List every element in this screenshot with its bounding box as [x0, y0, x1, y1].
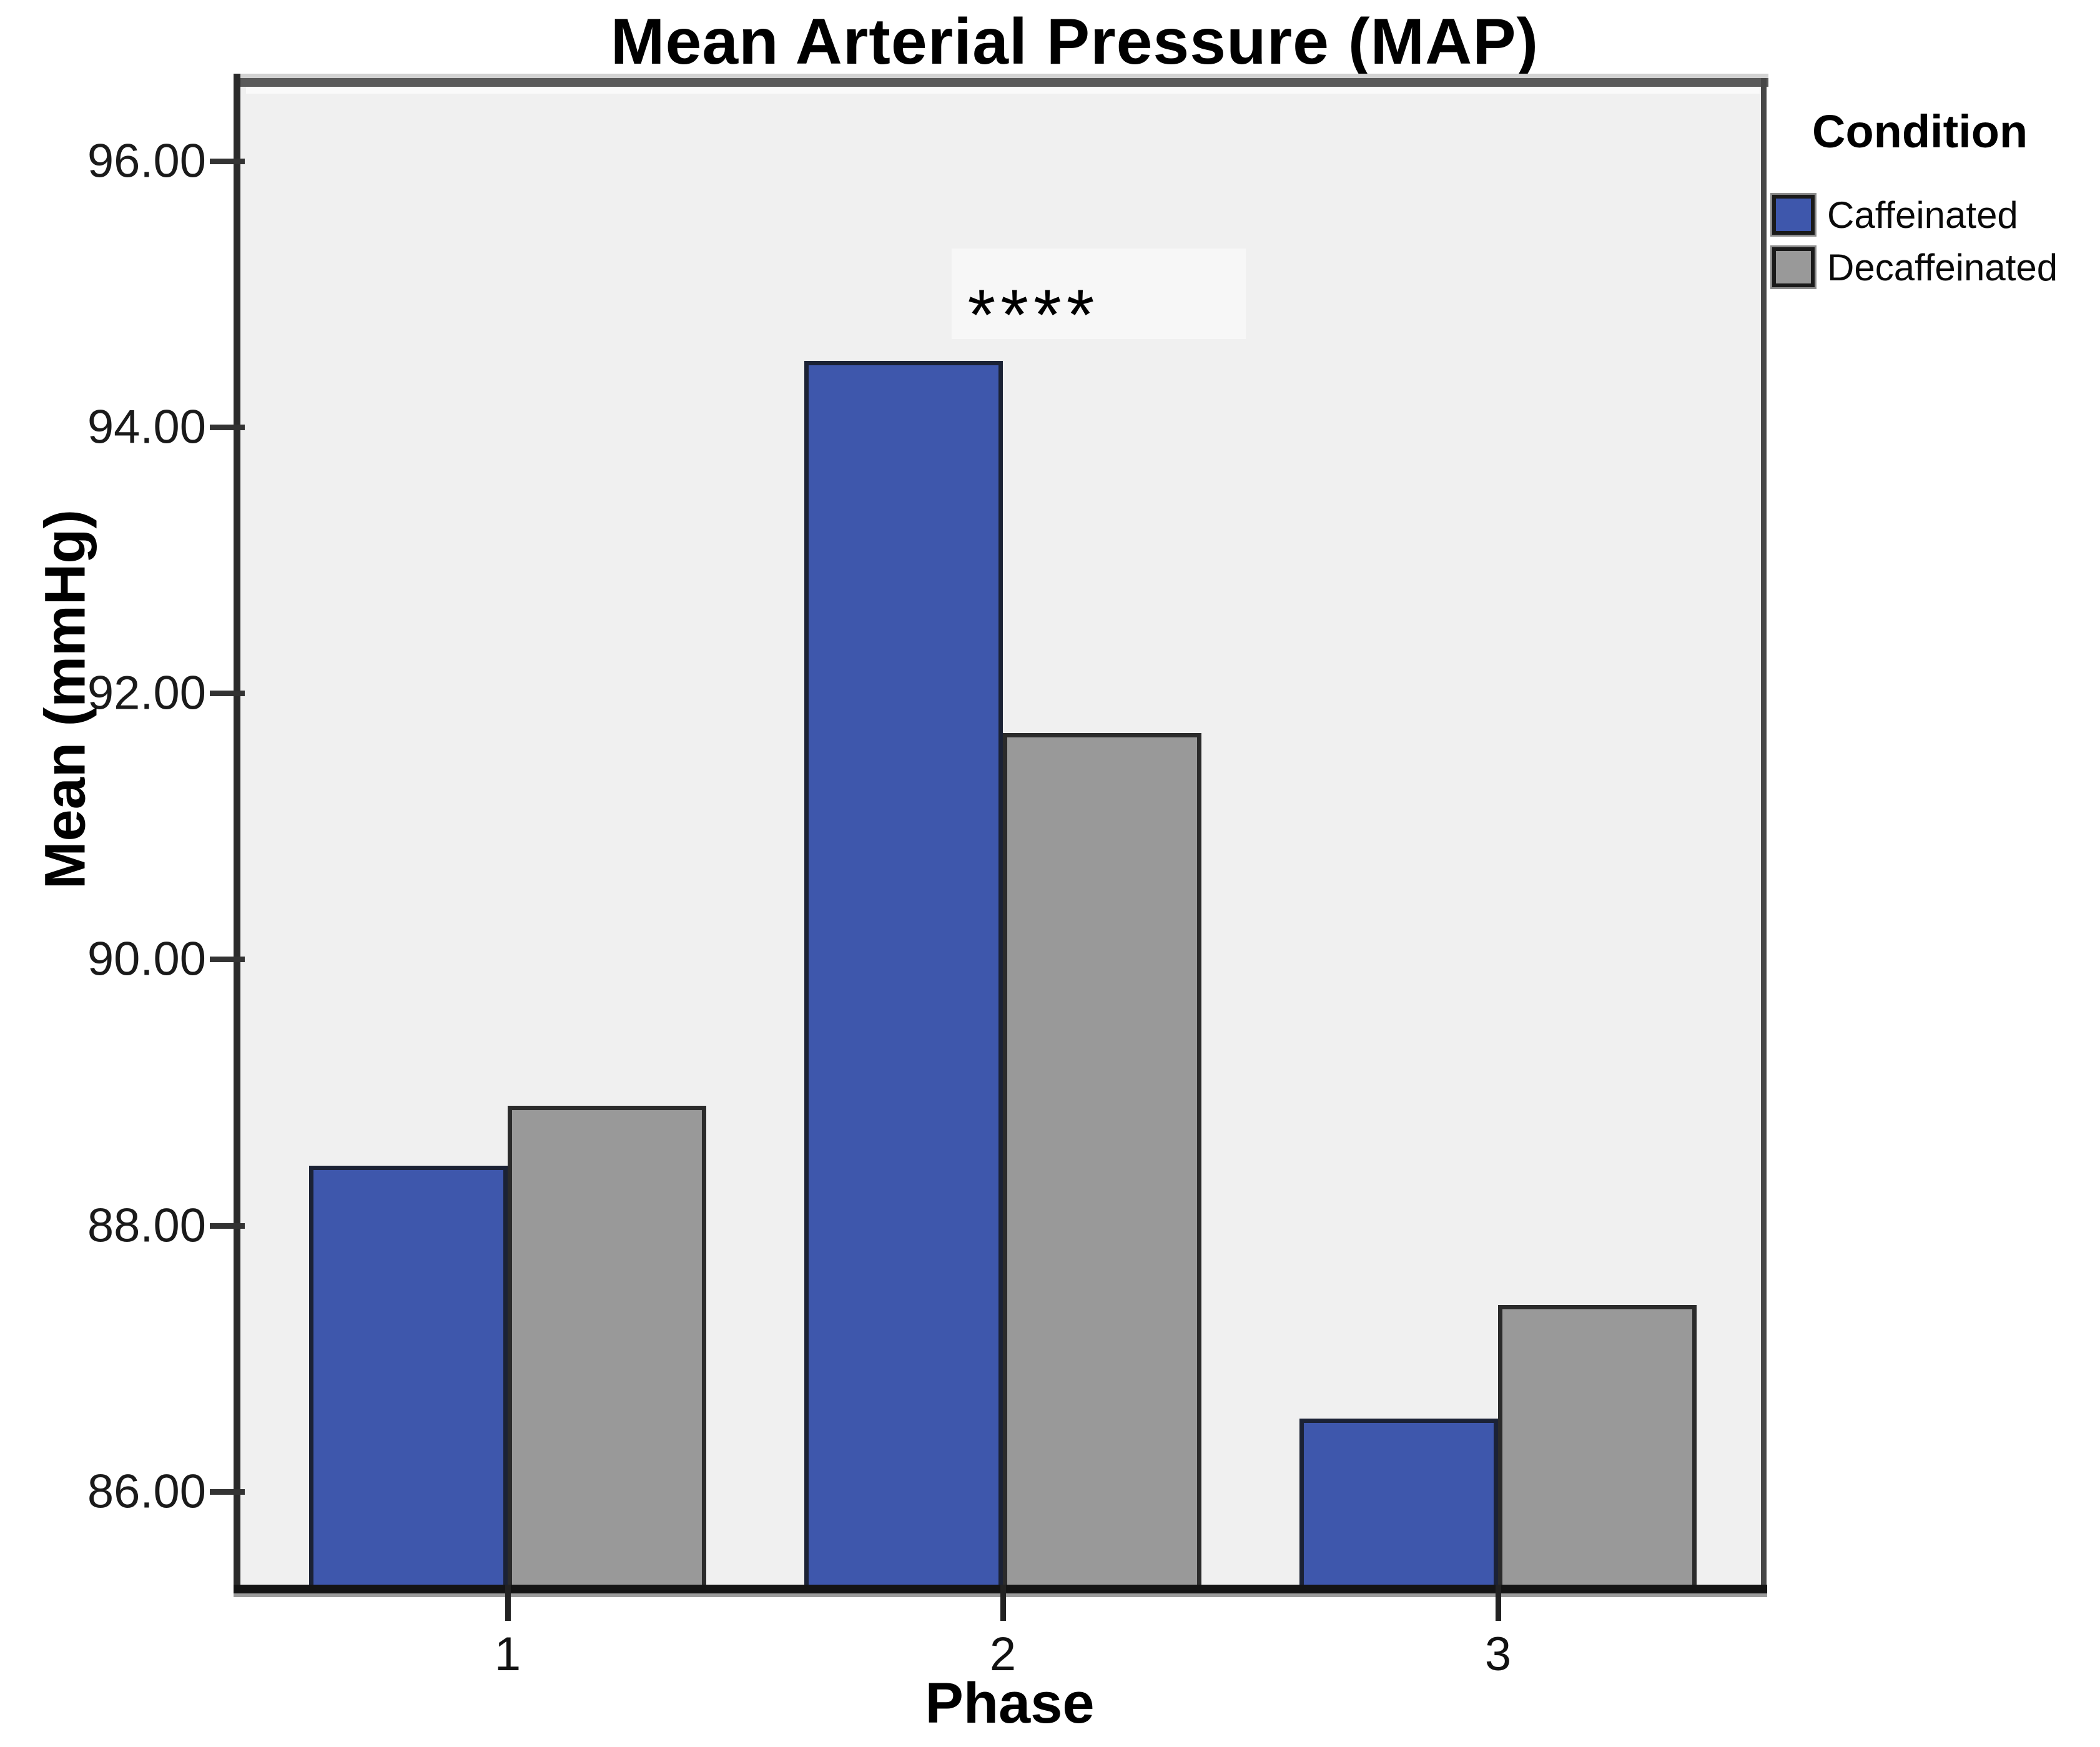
y-tick-mark [210, 1489, 245, 1495]
legend-label: Decaffeinated [1827, 246, 2058, 288]
x-tick-label: 3 [1484, 1628, 1512, 1681]
bar-decaffeinated-phase-2 [1003, 733, 1201, 1590]
legend-label: Caffeinated [1827, 194, 2018, 236]
bar-caffeinated-phase-2 [804, 360, 1003, 1590]
y-tick-label: 92.00 [87, 666, 206, 720]
y-tick-mark [210, 957, 245, 963]
y-tick-label: 88.00 [87, 1199, 206, 1252]
legend-item-decaffeinated: Decaffeinated [1770, 242, 2058, 292]
bar-caffeinated-phase-3 [1299, 1418, 1498, 1590]
y-tick-label: 96.00 [87, 134, 206, 188]
y-tick-label: 94.00 [87, 400, 206, 454]
y-tick-mark [210, 158, 245, 164]
legend-swatch-decaffeinated [1770, 245, 1817, 289]
x-axis-title: Phase [925, 1671, 1095, 1735]
y-tick-mark [210, 425, 245, 431]
y-axis-title: Mean (mmHg) [33, 509, 97, 890]
bar-decaffeinated-phase-1 [508, 1105, 706, 1590]
significance-asterisks: **** [967, 275, 1100, 355]
y-tick-label: 90.00 [87, 932, 206, 986]
y-tick-label: 86.00 [87, 1465, 206, 1518]
legend-swatch-caffeinated [1770, 193, 1817, 237]
x-tick-mark [505, 1585, 511, 1621]
y-axis-line [234, 74, 240, 1595]
y-tick-mark [210, 691, 245, 697]
x-tick-label: 1 [494, 1628, 521, 1681]
chart-title: Mean Arterial Pressure (MAP) [610, 6, 1539, 78]
x-tick-mark [1496, 1585, 1501, 1621]
plot-frame-right-border [1761, 78, 1767, 1592]
x-tick-label: 2 [989, 1628, 1017, 1681]
plot-frame-top-highlight [235, 74, 1768, 78]
x-tick-mark [1000, 1585, 1006, 1621]
legend-title: Condition [1812, 106, 2028, 157]
significance-annotation-box [952, 249, 1246, 339]
y-tick-mark [210, 1223, 245, 1229]
plot-frame-top-border [235, 78, 1768, 87]
bar-decaffeinated-phase-3 [1498, 1305, 1697, 1590]
legend-item-caffeinated: Caffeinated [1770, 190, 2018, 240]
plot-area-inner-highlight [246, 87, 1760, 94]
bar-caffeinated-phase-1 [309, 1165, 508, 1590]
